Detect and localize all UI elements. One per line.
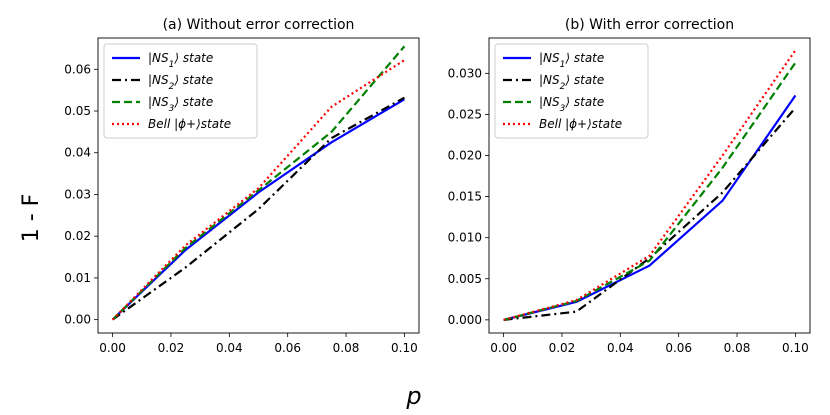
series-line-2 — [503, 107, 797, 321]
y-tick-label: 0.010 — [448, 231, 482, 245]
x-tick-label: 0.06 — [665, 341, 692, 355]
x-tick-label: 0.08 — [724, 341, 751, 355]
series-line-4 — [111, 59, 405, 321]
axes-frame — [97, 37, 420, 334]
panel-b: (b) With error correction 0.00 0.02 0.04 0.0… — [448, 17, 811, 355]
legend-label-3: |NS3⟩ state — [539, 95, 604, 114]
axes-frame — [488, 37, 811, 334]
series-line-3 — [111, 45, 406, 321]
x-axis-label: p — [405, 382, 421, 410]
x-tick-label: 0.02 — [549, 341, 576, 355]
legend-box — [103, 43, 258, 139]
y-tick-label: 0.04 — [64, 146, 91, 160]
series-line-2 — [111, 96, 405, 321]
y-tick-label: 0.015 — [448, 190, 482, 204]
x-tick-label: 0.06 — [274, 341, 301, 355]
y-tick-label: 0.030 — [448, 66, 482, 80]
legend-box — [494, 43, 649, 139]
legend-label-4: Bell |ϕ+⟩state — [539, 117, 622, 131]
y-tick-label: 0.000 — [448, 313, 482, 327]
x-tick-label: 0.04 — [216, 341, 243, 355]
panel-a: (a) Without error correction 0.00 0.02 0.04… — [64, 17, 420, 355]
x-tick-label: 0.10 — [782, 341, 809, 355]
x-tick-label: 0.10 — [391, 341, 418, 355]
y-tick-label: 0.020 — [448, 149, 482, 163]
y-tick-label: 0.00 — [64, 313, 91, 327]
panel-title: (a) Without error correction — [163, 17, 355, 33]
x-tick-label: 0.00 — [99, 341, 126, 355]
y-tick-label: 0.06 — [64, 62, 91, 76]
series-line-4 — [503, 49, 797, 321]
y-axis-label: 1 - F — [19, 194, 44, 243]
x-tick-label: 0.08 — [333, 341, 360, 355]
legend-label-1: |NS1⟩ state — [148, 51, 213, 70]
legend-label-2: |NS2⟩ state — [539, 73, 604, 92]
y-tick-label: 0.025 — [448, 107, 482, 121]
y-tick-label: 0.05 — [64, 104, 91, 118]
panel-title: (b) With error correction — [565, 17, 734, 33]
panels: (a) Without error correction 0.00 0.02 0.04… — [64, 17, 811, 355]
legend-label-4: Bell |ϕ+⟩state — [148, 117, 231, 131]
y-tick-label: 0.03 — [64, 187, 91, 201]
x-tick-label: 0.02 — [158, 341, 185, 355]
y-tick-label: 0.005 — [448, 272, 482, 286]
legend-label-2: |NS2⟩ state — [148, 73, 213, 92]
y-tick-label: 0.02 — [64, 229, 91, 243]
legend-label-3: |NS3⟩ state — [148, 95, 213, 114]
x-tick-label: 0.00 — [490, 341, 517, 355]
legend: |NS1⟩ state |NS2⟩ state |NS3⟩ state Bell |ϕ… — [494, 43, 649, 139]
legend: |NS1⟩ state |NS2⟩ state |NS3⟩ state Bell |ϕ… — [103, 43, 258, 139]
x-tick-label: 0.04 — [607, 341, 634, 355]
y-tick-label: 0.01 — [64, 271, 91, 285]
legend-label-1: |NS1⟩ state — [539, 51, 604, 70]
